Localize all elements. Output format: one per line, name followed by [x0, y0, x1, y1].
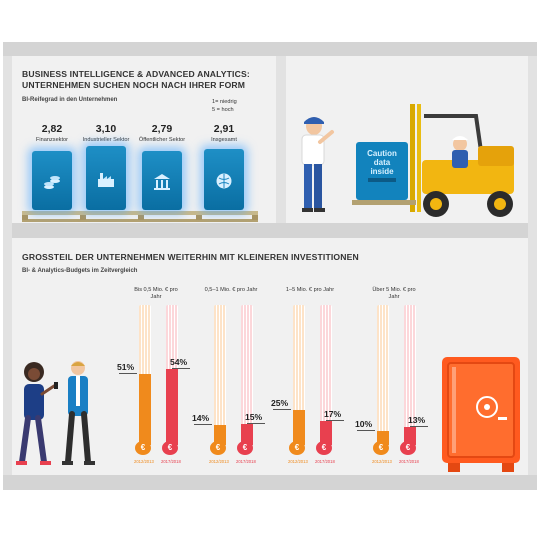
- budget-leader-2-1: [194, 424, 212, 426]
- budget-value-4-1: 10%: [355, 419, 373, 429]
- scale-note-high: 5 = hoch: [212, 107, 234, 113]
- beam-bottom: [3, 475, 537, 490]
- budget-year-2-2: 2017/2018: [236, 459, 256, 464]
- budget-value-2-2: 15%: [245, 412, 263, 422]
- pillar-left: [3, 56, 12, 475]
- scale-note-low: 1= niedrig: [212, 99, 237, 105]
- euro-coin-icon: €: [289, 441, 305, 455]
- maturity-value-4: 2,91: [213, 123, 235, 135]
- maturity-bar-2: [86, 146, 126, 210]
- pillar-center: [276, 56, 286, 223]
- pallet-top: [22, 211, 258, 215]
- maturity-bar-4: [204, 149, 244, 210]
- budget-leader-3-2: [326, 420, 344, 422]
- budget-tube-2-2: [241, 305, 253, 445]
- budget-subtitle: BI- & Analytics-Budgets im Zeitvergleich: [22, 268, 138, 274]
- budget-tube-2-1: [214, 305, 226, 445]
- budget-year-1-1: 2012/2013: [134, 459, 154, 464]
- brain-icon: [215, 172, 233, 190]
- woman-figure: [16, 362, 58, 465]
- budget-tube-3-2: [320, 305, 332, 445]
- bottom-title: GROSSTEIL DER UNTERNEHMEN WEITERHIN MIT …: [22, 252, 359, 262]
- budget-value-4-2: 13%: [408, 414, 426, 425]
- budget-leader-1-2: [172, 368, 190, 370]
- budget-bar-3-2: [320, 421, 332, 445]
- top-title-line1: BUSINESS INTELLIGENCE & ADVANCED ANALYTI…: [22, 69, 250, 79]
- safe-illustration: [442, 357, 520, 472]
- maturity-bar-1: [32, 150, 72, 210]
- euro-coin-icon: €: [373, 441, 389, 455]
- pallet-leg: [252, 215, 258, 220]
- pallet-base: [22, 219, 258, 222]
- beam-middle: [3, 223, 537, 238]
- maturity-subtitle: BI-Reifegrad in den Unternehmen: [22, 97, 118, 103]
- euro-coin-icon: €: [135, 441, 151, 455]
- maturity-value-3: 2,79: [151, 123, 173, 135]
- maturity-category-4: Insgesamt: [211, 137, 237, 143]
- euro-coin-icon: €: [316, 441, 332, 455]
- pallet-leg: [80, 215, 86, 220]
- pallet-leg: [138, 215, 144, 220]
- budget-leader-1-1: [119, 372, 137, 374]
- man-figure: [62, 361, 95, 465]
- budget-category-4: Über 5 Mio. € pro Jahr: [372, 287, 416, 300]
- worker-figure: [301, 117, 334, 212]
- maturity-value-1: 2,82: [41, 123, 63, 135]
- budget-bar-3-1: [293, 410, 305, 445]
- crate-sign-line2: data: [374, 158, 391, 167]
- budget-leader-3-1: [273, 409, 291, 410]
- budget-year-3-2: 2017/2018: [315, 459, 335, 464]
- budget-category-3: 1–5 Mio. € pro Jahr: [285, 287, 335, 293]
- budget-leader-4-1: [357, 430, 375, 431]
- euro-coin-icon: €: [400, 441, 416, 455]
- maturity-category-1: Finanzsektor: [35, 137, 69, 143]
- budget-year-4-1: 2012/2013: [372, 459, 392, 464]
- budget-tube-4-2: [404, 305, 416, 445]
- pallet-leg: [22, 215, 28, 220]
- budget-category-2: 0,5–1 Mio. € pro Jahr: [204, 287, 258, 293]
- budget-value-3-2: 17%: [324, 409, 342, 420]
- budget-bar-4-2: [404, 426, 416, 445]
- crate-sign-line3: inside: [370, 167, 394, 176]
- budget-year-4-2: 2017/2018: [399, 459, 419, 464]
- forklift: [422, 114, 514, 217]
- euro-coin-icon: €: [162, 441, 178, 455]
- caution-crate: Caution data inside: [352, 142, 416, 205]
- forklift-illustration: Caution data inside: [301, 104, 514, 217]
- people-illustration: [16, 361, 95, 465]
- budget-value-1-1: 51%: [117, 361, 135, 372]
- budget-year-1-2: 2017/2018: [161, 459, 181, 464]
- maturity-value-2: 3,10: [95, 123, 117, 135]
- budget-year-3-1: 2012/2013: [288, 459, 308, 464]
- government-building-icon: [153, 173, 171, 191]
- budget-value-1-2: 54%: [170, 357, 188, 368]
- beam-top: [3, 42, 537, 56]
- budget-bar-2-2: [241, 424, 253, 445]
- budget-value-3-1: 25%: [271, 398, 289, 408]
- budget-category-1: Bis 0,5 Mio. € pro Jahr: [134, 287, 178, 300]
- euro-coin-icon: €: [237, 441, 253, 455]
- coins-icon: [43, 173, 61, 191]
- budget-value-2-1: 14%: [192, 413, 210, 424]
- budget-leader-4-2: [410, 425, 428, 427]
- euro-coin-icon: €: [210, 441, 226, 455]
- budget-year-2-1: 2012/2013: [209, 459, 229, 464]
- maturity-category-2: Industrieller Sektor: [82, 137, 130, 143]
- budget-tube-4-1: [377, 305, 389, 445]
- factory-icon: [97, 170, 115, 188]
- pallet-leg: [196, 215, 202, 220]
- pillar-right: [528, 56, 537, 475]
- top-title-line2: UNTERNEHMEN SUCHEN NOCH NACH IHRER FORM: [22, 80, 246, 90]
- crate-sign-line1: Caution: [367, 149, 397, 158]
- budget-bar-1-2: [166, 369, 178, 445]
- maturity-category-3: Öffentlicher Sektor: [138, 137, 186, 143]
- budget-bar-2-1: [214, 425, 226, 445]
- budget-leader-2-2: [247, 423, 265, 424]
- budget-bar-1-1: [139, 373, 151, 445]
- maturity-bar-3: [142, 151, 182, 210]
